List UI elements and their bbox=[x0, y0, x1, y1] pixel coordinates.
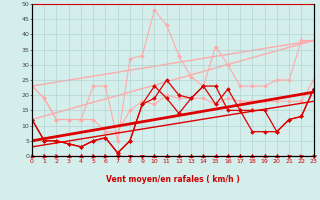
X-axis label: Vent moyen/en rafales ( km/h ): Vent moyen/en rafales ( km/h ) bbox=[106, 175, 240, 184]
